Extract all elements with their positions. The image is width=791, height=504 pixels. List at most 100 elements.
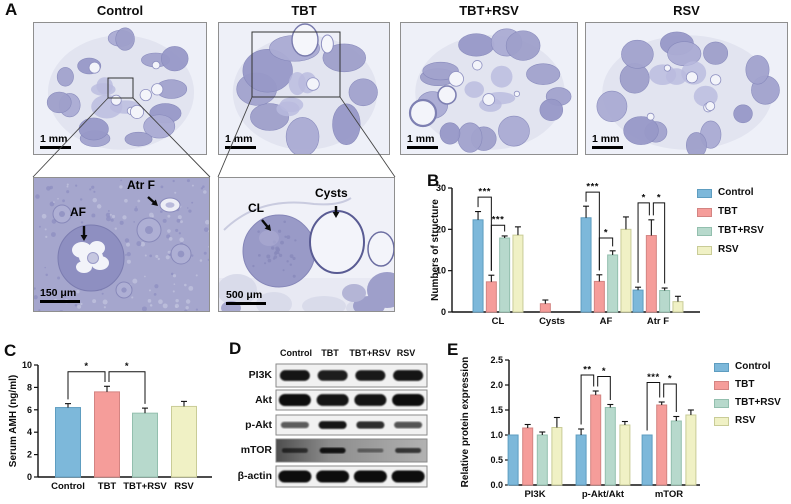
annotation-af: AF <box>70 205 86 219</box>
svg-text:2.5: 2.5 <box>490 355 503 365</box>
blot-lane-label: TBT+RSV <box>349 348 391 358</box>
chart-b-legend: Control TBT TBT+RSV RSV <box>697 187 764 263</box>
svg-text:2.0: 2.0 <box>490 380 503 390</box>
blot-row-label: PI3K <box>248 369 272 381</box>
blot-lane-label: RSV <box>396 348 416 358</box>
svg-text:*: * <box>657 192 661 203</box>
legend-label: TBT+RSV <box>735 397 781 408</box>
legend-swatch <box>697 245 712 255</box>
svg-text:***: *** <box>478 187 491 198</box>
chart-e-ylabel: Relative protein expression <box>460 356 471 488</box>
svg-text:AF: AF <box>600 316 613 327</box>
legend-item: RSV <box>714 415 781 427</box>
legend-label: Control <box>718 187 754 198</box>
annotation-atrf: Atr F <box>127 178 155 192</box>
western-blot-panel <box>275 363 428 488</box>
svg-text:TBT: TBT <box>98 481 117 492</box>
legend-item: TBT <box>714 379 781 391</box>
histology-image-tbt-rsv <box>400 22 578 155</box>
svg-text:10: 10 <box>436 266 446 276</box>
svg-text:mTOR: mTOR <box>655 489 683 500</box>
histology-inset-control-magnified <box>33 177 210 312</box>
legend-swatch <box>714 398 729 408</box>
serum-amh-bar-chart: 0 2 4 6 8 10 Control TBT TBT+RSV RSV * * <box>22 360 212 492</box>
svg-text:0: 0 <box>27 472 32 482</box>
annotation-cysts: Cysts <box>315 186 348 200</box>
svg-text:TBT+RSV: TBT+RSV <box>123 481 167 492</box>
group-title-rsv: RSV <box>673 3 700 18</box>
svg-text:*: * <box>125 361 129 372</box>
blot-row-label: mTOR <box>240 444 272 456</box>
svg-text:***: *** <box>647 372 660 383</box>
legend-label: Control <box>735 361 771 372</box>
chart-c-ylabel: Serum AMH (ng/ml) <box>8 374 19 468</box>
scale-bar-1mm: 1 mm <box>40 133 72 149</box>
svg-text:8: 8 <box>27 382 32 392</box>
legend-label: RSV <box>735 415 756 426</box>
group-title-tbt-rsv: TBT+RSV <box>459 3 519 18</box>
chart-b-ylabel: Numbers of structure <box>430 199 441 301</box>
blot-row-label: p-Akt <box>245 419 272 431</box>
group-title-tbt: TBT <box>291 3 317 18</box>
svg-text:*: * <box>668 374 672 385</box>
legend-swatch <box>697 226 712 236</box>
svg-text:6: 6 <box>27 405 32 415</box>
svg-text:**: ** <box>583 365 591 376</box>
legend-label: TBT <box>735 379 755 390</box>
panel-d-letter: D <box>229 339 242 358</box>
scale-bar-1mm: 1 mm <box>225 133 257 149</box>
svg-text:RSV: RSV <box>174 481 194 492</box>
svg-text:0: 0 <box>441 307 446 317</box>
svg-text:1.5: 1.5 <box>490 405 503 415</box>
panel-a-letter: A <box>5 0 18 19</box>
svg-text:Control: Control <box>51 481 85 492</box>
legend-label: RSV <box>718 244 739 255</box>
histology-image-rsv <box>585 22 788 155</box>
panel-e-letter: E <box>447 340 459 359</box>
svg-text:*: * <box>642 192 646 203</box>
svg-text:30: 30 <box>436 183 446 193</box>
svg-text:2: 2 <box>27 450 32 460</box>
legend-item: Control <box>697 187 764 199</box>
scale-bar-1mm: 1 mm <box>407 133 439 149</box>
svg-text:***: *** <box>586 182 599 193</box>
legend-item: TBT <box>697 206 764 218</box>
svg-text:***: *** <box>492 215 505 226</box>
svg-text:*: * <box>604 228 608 239</box>
histology-inset-tbt-magnified <box>218 177 395 312</box>
blot-row-label: β-actin <box>237 470 272 482</box>
svg-text:Atr F: Atr F <box>647 316 669 327</box>
annotation-cl: CL <box>248 201 264 215</box>
blot-row-label: Akt <box>255 394 272 406</box>
blot-lane-label: Control <box>280 348 312 358</box>
svg-text:10: 10 <box>22 360 32 370</box>
legend-swatch <box>697 207 712 217</box>
chart-e-legend: Control TBT TBT+RSV RSV <box>714 361 781 433</box>
legend-swatch <box>714 380 729 390</box>
svg-text:0.0: 0.0 <box>490 480 503 490</box>
legend-item: TBT+RSV <box>714 397 781 409</box>
svg-text:4: 4 <box>27 427 32 437</box>
svg-text:1.0: 1.0 <box>490 430 503 440</box>
legend-item: Control <box>714 361 781 373</box>
svg-text:20: 20 <box>436 224 446 234</box>
scale-bar-500um: 500 μm <box>226 289 267 305</box>
scale-bar-150um: 150 μm <box>40 287 81 303</box>
legend-label: TBT <box>718 206 738 217</box>
svg-text:0.5: 0.5 <box>490 455 503 465</box>
legend-label: TBT+RSV <box>718 225 764 236</box>
svg-text:*: * <box>602 366 606 377</box>
legend-swatch <box>714 416 729 426</box>
svg-text:Cysts: Cysts <box>539 316 565 327</box>
svg-text:p-Akt/Akt: p-Akt/Akt <box>582 489 625 500</box>
panel-c-letter: C <box>4 341 17 360</box>
legend-item: TBT+RSV <box>697 225 764 237</box>
svg-text:CL: CL <box>492 316 505 327</box>
blot-lane-label: TBT <box>321 348 339 358</box>
legend-item: RSV <box>697 244 764 256</box>
scale-bar-1mm: 1 mm <box>592 133 624 149</box>
group-title-control: Control <box>96 3 144 18</box>
svg-text:*: * <box>84 361 88 372</box>
